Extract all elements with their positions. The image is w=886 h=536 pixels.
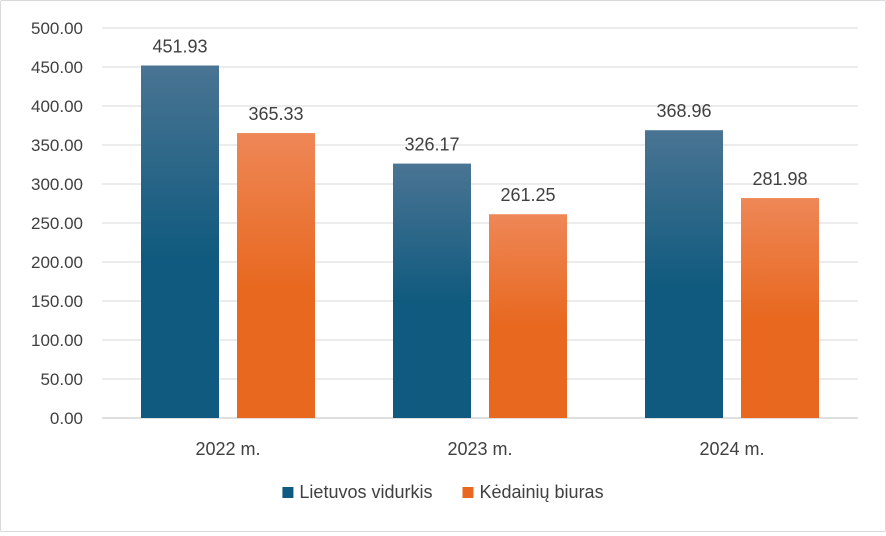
data-label: 451.93 <box>152 36 207 56</box>
y-tick-label: 500.00 <box>31 19 83 38</box>
bar-kedainiu-biuras-2 <box>489 214 567 418</box>
y-tick-label: 0.00 <box>50 409 83 428</box>
y-tick-label: 150.00 <box>31 292 83 311</box>
legend-swatch <box>462 487 474 498</box>
x-tick-label: 2024 m. <box>699 439 764 459</box>
data-label: 326.17 <box>404 135 459 155</box>
y-axis-tick-labels: 0.00 50.00 100.00 150.00 200.00 250.00 300.00 3… <box>31 19 83 428</box>
y-tick-label: 350.00 <box>31 136 83 155</box>
y-tick-label: 100.00 <box>31 331 83 350</box>
y-tick-label: 200.00 <box>31 253 83 272</box>
legend: Lietuvos vidurkis Kėdainių biuras <box>282 482 604 502</box>
legend-label: Kėdainių biuras <box>479 482 603 502</box>
data-label: 281.98 <box>752 169 807 189</box>
bar-lietuvos-vidurkis-1 <box>141 65 219 418</box>
y-tick-label: 400.00 <box>31 97 83 116</box>
data-label: 261.25 <box>500 185 555 205</box>
data-label: 365.33 <box>248 104 303 124</box>
y-tick-label: 250.00 <box>31 214 83 233</box>
legend-item: Lietuvos vidurkis <box>282 482 432 502</box>
bar-lietuvos-vidurkis-3 <box>645 130 723 419</box>
legend-label: Lietuvos vidurkis <box>299 482 432 502</box>
bars <box>141 65 819 419</box>
bar-kedainiu-biuras-3 <box>741 198 819 418</box>
x-tick-label: 2023 m. <box>447 439 512 459</box>
y-tick-label: 450.00 <box>31 58 83 77</box>
bar-lietuvos-vidurkis-2 <box>393 163 471 418</box>
y-tick-label: 300.00 <box>31 175 83 194</box>
legend-item: Kėdainių biuras <box>462 482 604 502</box>
legend-swatch <box>282 487 294 498</box>
x-tick-label: 2022 m. <box>195 439 260 459</box>
y-tick-label: 50.00 <box>40 370 83 389</box>
data-labels: 451.93 365.33 326.17 261.25 368.96 281.98 <box>152 36 807 205</box>
bar-kedainiu-biuras-1 <box>237 133 315 418</box>
data-label: 368.96 <box>656 101 711 121</box>
x-axis-tick-labels: 2022 m. 2023 m. 2024 m. <box>195 439 764 459</box>
gridlines <box>102 27 858 419</box>
